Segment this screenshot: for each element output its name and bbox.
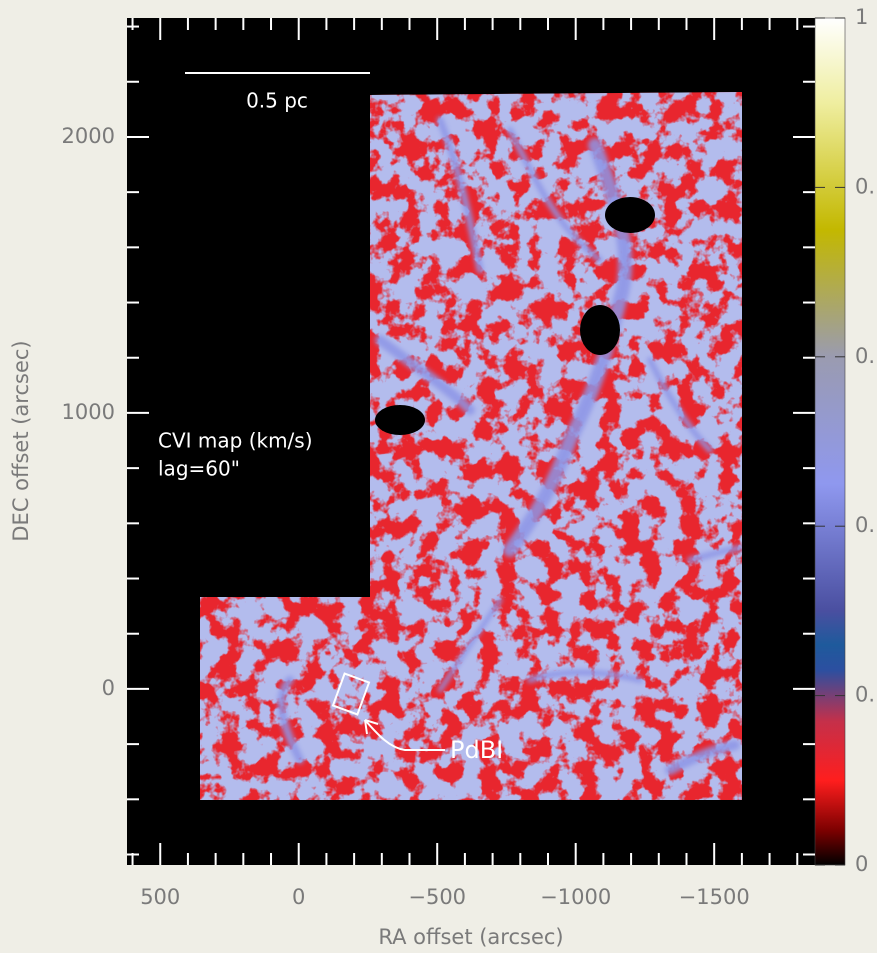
x-tick-label: −1000 [540,885,611,909]
colorbar-tick-label: 0. [855,513,875,537]
pdbi-arrow [364,719,445,751]
map-title: CVI map (km/s) [158,429,313,453]
x-tick-label: 500 [140,885,180,909]
colorbar [814,17,846,866]
pdbi-box [331,672,371,716]
colorbar-tick-label: 0. [855,174,875,198]
colorbar-tick-label: 1 [855,5,868,29]
colorbar-tick-label: 0. [855,683,875,707]
y-axis-label: DEC offset (arcsec) [9,340,33,541]
filaments [277,116,742,775]
map-holes [375,197,655,435]
lag-label: lag=60" [158,457,240,481]
scale-bar-label: 0.5 pc [246,89,308,113]
y-tick-label: 1000 [62,400,115,424]
colorbar-tick-label: 0 [855,852,868,876]
x-axis-label: RA offset (arcsec) [378,925,563,949]
x-tick-label: 0 [292,885,305,909]
x-tick-label: −500 [408,885,466,909]
colorbar-tick-label: 0. [855,344,875,368]
y-tick-label: 2000 [62,124,115,148]
pdbi-label: PdBI [450,736,503,764]
x-tick-label: −1500 [679,885,750,909]
y-tick-label: 0 [102,676,115,700]
